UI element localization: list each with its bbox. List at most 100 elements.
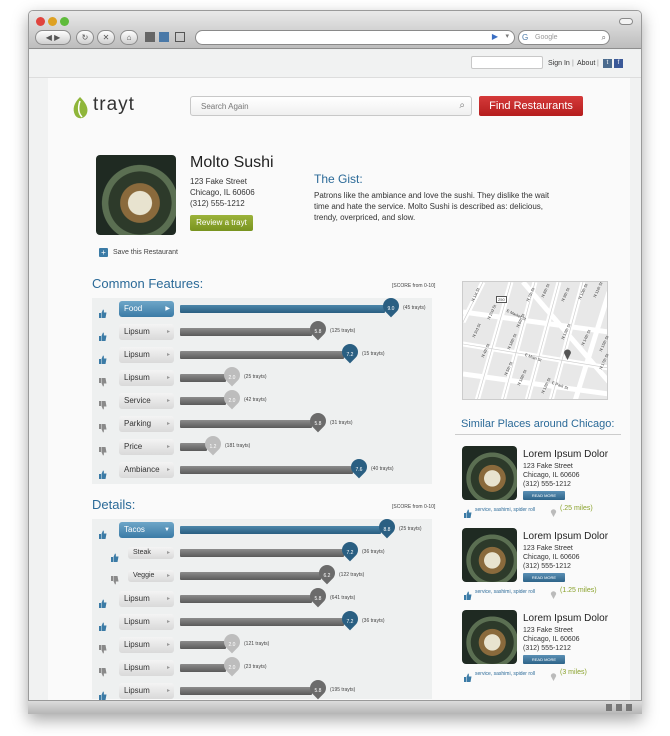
read-more-button[interactable]: READ MORE (523, 655, 565, 664)
facebook-icon[interactable]: f (614, 59, 623, 68)
feature-row[interactable]: Steak ▸ 7.2 (36 trayts) (92, 538, 432, 562)
thumbs-down-icon[interactable] (98, 397, 107, 410)
go-icon[interactable]: ▶ (491, 32, 498, 41)
similar-place-photo[interactable] (462, 446, 517, 500)
stop-icon[interactable]: ✕ (97, 30, 115, 45)
read-more-button[interactable]: READ MORE (523, 573, 565, 582)
back-forward-buttons[interactable]: ◀ ▶ (35, 30, 71, 45)
feature-row[interactable]: Lipsum ▸ 5.8 (195 trayts) (92, 676, 432, 700)
feature-row[interactable]: Lipsum ▸ 7.2 (36 trayts) (92, 607, 432, 631)
similar-place-tags[interactable]: service, sashimi, spider roll (475, 589, 536, 595)
reload-icon[interactable]: ↻ (76, 30, 94, 45)
feature-row[interactable]: Tacos ▼ 8.8 (25 trayts) (92, 515, 432, 539)
thumbs-up-icon[interactable] (98, 466, 107, 479)
similar-place-address1: 123 Fake Street (523, 463, 573, 470)
zoom-window-button[interactable] (60, 17, 69, 26)
feature-row[interactable]: Lipsum ▸ 5.8 (641 trayts) (92, 584, 432, 608)
home-icon[interactable]: ⌂ (120, 30, 138, 45)
feature-toggle-button[interactable]: Veggie ▸ (128, 570, 174, 582)
thumbs-down-icon[interactable] (98, 443, 107, 456)
feature-row[interactable]: Price ▸ 1.2 (181 trayts) (92, 432, 432, 456)
bookmark-icon[interactable] (159, 32, 169, 42)
thumbs-down-icon[interactable] (98, 420, 107, 433)
grid-icon[interactable] (145, 32, 155, 42)
thumbs-down-icon[interactable] (98, 641, 107, 654)
similar-place-name[interactable]: Lorem Ipsum Dolor (523, 531, 609, 542)
expand-arrow-icon: ▼ (164, 527, 170, 533)
similar-place-name[interactable]: Lorem Ipsum Dolor (523, 449, 609, 460)
score-bar (180, 443, 207, 451)
thumbs-up-icon[interactable] (98, 351, 107, 364)
feature-toggle-button[interactable]: Lipsum ▸ (119, 683, 174, 699)
thumbs-up-icon[interactable] (110, 549, 119, 562)
thumbs-up-icon[interactable] (98, 687, 107, 700)
feature-row[interactable]: Lipsum ▸ 2.0 (121 trayts) (92, 630, 432, 654)
feature-toggle-button[interactable]: Tacos ▼ (119, 522, 174, 538)
feature-toggle-button[interactable]: Food ▶ (119, 301, 174, 317)
save-restaurant-link[interactable]: Save this Restaurant (113, 249, 178, 256)
thumbs-down-icon[interactable] (98, 664, 107, 677)
minimize-window-button[interactable] (48, 17, 57, 26)
restaurant-address-line2: Chicago, IL 60606 (190, 188, 255, 197)
print-icon[interactable] (175, 32, 185, 42)
thumbs-up-icon[interactable] (98, 526, 107, 539)
feature-toggle-button[interactable]: Lipsum ▸ (119, 614, 174, 630)
similar-place-tags[interactable]: service, sashimi, spider roll (475, 507, 536, 513)
thumbs-up-icon[interactable] (98, 328, 107, 341)
score-value: 5.8 (314, 421, 322, 427)
dropdown-icon[interactable]: ▾ (505, 33, 509, 40)
thumbs-down-icon[interactable] (110, 572, 119, 585)
close-window-button[interactable] (36, 17, 45, 26)
feature-toggle-button[interactable]: Lipsum ▸ (119, 324, 174, 340)
login-field[interactable] (471, 56, 543, 69)
plus-icon[interactable]: + (99, 248, 108, 257)
similar-place-photo[interactable] (462, 610, 517, 664)
feature-toggle-button[interactable]: Steak ▸ (128, 547, 174, 559)
score-bar (180, 351, 344, 359)
feature-toggle-button[interactable]: Lipsum ▸ (119, 660, 174, 676)
sign-in-link[interactable]: Sign In (548, 60, 570, 67)
thumbs-up-icon[interactable] (98, 305, 107, 318)
google-search-field[interactable]: G Google ⌕ (518, 30, 610, 45)
review-trayt-button[interactable]: Review a trayt (190, 215, 253, 231)
similar-place-photo[interactable] (462, 528, 517, 582)
similar-place-name[interactable]: Lorem Ipsum Dolor (523, 613, 609, 624)
feature-toggle-button[interactable]: Lipsum ▸ (119, 591, 174, 607)
thumbs-up-icon[interactable] (98, 595, 107, 608)
search-icon[interactable]: ⌕ (459, 100, 465, 111)
feature-toggle-button[interactable]: Ambiance ▸ (119, 462, 174, 478)
logo-text[interactable]: trayt (93, 94, 135, 115)
feature-toggle-button[interactable]: Lipsum ▸ (119, 347, 174, 363)
twitter-icon[interactable]: t (603, 59, 612, 68)
feature-row[interactable]: Lipsum ▸ 2.0 (23 trayts) (92, 653, 432, 677)
feature-row[interactable]: Service ▸ 2.0 (42 trayts) (92, 386, 432, 410)
feature-row[interactable]: Food ▶ 9.0 (45 trayts) (92, 294, 432, 318)
map-pin-icon[interactable] (563, 347, 572, 360)
feature-row[interactable]: Lipsum ▸ 2.0 (25 trayts) (92, 363, 432, 387)
location-map[interactable] (462, 281, 608, 400)
feature-row[interactable]: Lipsum ▸ 7.2 (15 trayts) (92, 340, 432, 364)
trayt-logo-icon[interactable] (70, 95, 90, 121)
chevron-right-icon: ▸ (166, 619, 170, 625)
feature-toggle-button[interactable]: Parking ▸ (119, 416, 174, 432)
address-bar[interactable]: ▶ ▾ (195, 30, 515, 45)
thumbs-up-icon[interactable] (98, 618, 107, 631)
feature-row[interactable]: Parking ▸ 5.8 (31 trayts) (92, 409, 432, 433)
feature-toggle-button[interactable]: Lipsum ▸ (119, 370, 174, 386)
read-more-button[interactable]: READ MORE (523, 491, 565, 500)
feature-row[interactable]: Ambiance ▸ 7.6 (40 trayts) (92, 455, 432, 479)
similar-place-tags[interactable]: service, sashimi, spider roll (475, 671, 536, 677)
feature-row[interactable]: Lipsum ▸ 5.8 (125 trayts) (92, 317, 432, 341)
toolbar-toggle-button[interactable] (619, 18, 633, 25)
search-input[interactable]: Search Again ⌕ (190, 96, 472, 116)
feature-toggle-button[interactable]: Service ▸ (119, 393, 174, 409)
feature-toggle-button[interactable]: Lipsum ▸ (119, 637, 174, 653)
search-icon[interactable]: ⌕ (601, 33, 606, 42)
feature-row[interactable]: Veggie ▸ 6.2 (122 trayts) (92, 561, 432, 585)
score-value: 2.0 (228, 375, 236, 381)
about-link[interactable]: About (577, 60, 596, 67)
feature-toggle-button[interactable]: Price ▸ (119, 439, 174, 455)
find-restaurants-button[interactable]: Find Restaurants (479, 96, 583, 116)
status-icons (606, 704, 636, 711)
thumbs-down-icon[interactable] (98, 374, 107, 387)
